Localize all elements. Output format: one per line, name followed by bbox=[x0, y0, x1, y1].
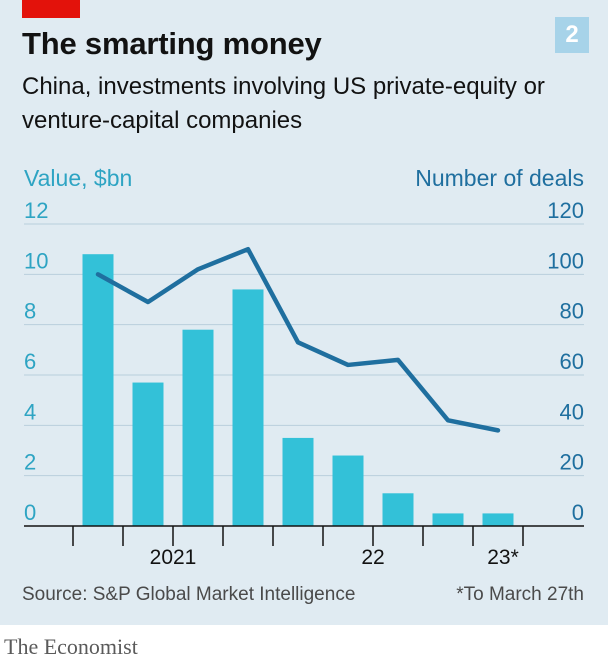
x-tick-label: 2021 bbox=[150, 546, 197, 569]
chart-plot: Value, $bn Number of deals 0 0 2 20 4 40 6 60 8 8… bbox=[24, 165, 584, 569]
bar bbox=[382, 493, 414, 526]
left-tick-label: 10 bbox=[24, 248, 48, 273]
right-axis-title: Number of deals bbox=[415, 165, 584, 191]
bar bbox=[182, 329, 214, 526]
chart-subtitle: China, investments involving US private-… bbox=[22, 73, 545, 134]
left-tick-label: 0 bbox=[24, 500, 36, 525]
chart-title: The smarting money bbox=[22, 26, 322, 61]
bar bbox=[432, 513, 464, 526]
chart-number-badge: 2 bbox=[555, 17, 589, 53]
bar bbox=[332, 455, 364, 526]
source-note: Source: S&P Global Market Intelligence bbox=[22, 584, 356, 605]
bar bbox=[482, 513, 514, 526]
right-tick-label: 80 bbox=[560, 299, 584, 324]
x-tick-label: 23* bbox=[487, 546, 519, 569]
bar bbox=[232, 289, 264, 526]
left-tick-label: 6 bbox=[24, 349, 36, 374]
left-tick-label: 2 bbox=[24, 450, 36, 475]
brand-logo-text: The Economist bbox=[4, 634, 138, 659]
chart-card: The smarting money China, investments in… bbox=[0, 0, 608, 625]
footnote: *To March 27th bbox=[456, 584, 584, 605]
right-tick-label: 120 bbox=[547, 198, 584, 223]
left-tick-label: 4 bbox=[24, 399, 36, 424]
brand-red-tag bbox=[22, 0, 80, 18]
deals-line bbox=[95, 246, 501, 433]
right-tick-label: 100 bbox=[547, 248, 584, 273]
bar bbox=[282, 437, 314, 526]
left-tick-label: 12 bbox=[24, 198, 48, 223]
left-axis-title: Value, $bn bbox=[24, 165, 132, 191]
bar bbox=[82, 254, 114, 526]
x-tick-label: 22 bbox=[361, 546, 384, 569]
left-tick-label: 8 bbox=[24, 299, 36, 324]
right-tick-label: 60 bbox=[560, 349, 584, 374]
bar bbox=[132, 382, 164, 526]
right-tick-label: 0 bbox=[572, 500, 584, 525]
right-tick-label: 20 bbox=[560, 450, 584, 475]
right-tick-label: 40 bbox=[560, 399, 584, 424]
